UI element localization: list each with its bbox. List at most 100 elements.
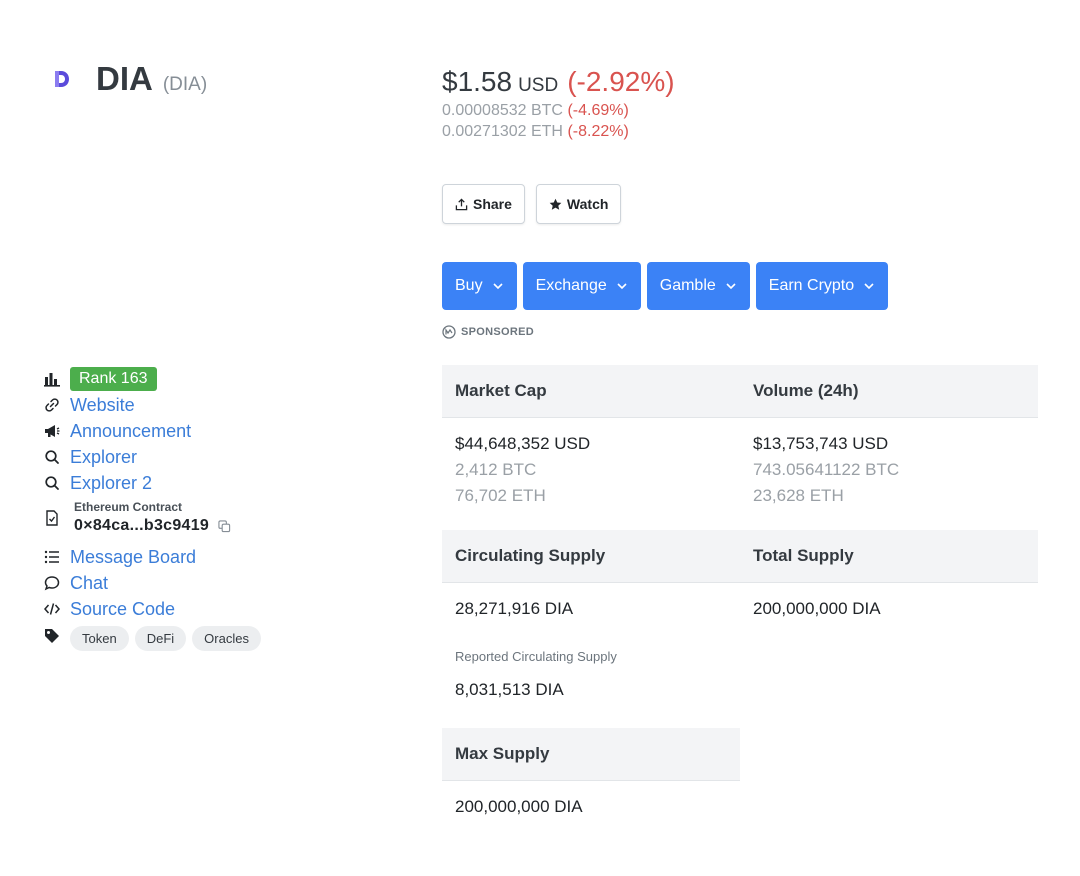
tag-defi[interactable]: DeFi bbox=[135, 626, 186, 651]
btc-price-value: 0.00008532 BTC bbox=[442, 102, 563, 119]
total-supply-value: 200,000,000 DIA bbox=[753, 599, 1038, 619]
contract-label: Ethereum Contract bbox=[74, 500, 231, 514]
link-icon bbox=[44, 397, 70, 413]
watch-button[interactable]: Watch bbox=[536, 184, 621, 224]
reported-circulating-label: Reported Circulating Supply bbox=[455, 649, 740, 664]
list-icon bbox=[44, 549, 70, 565]
code-icon bbox=[44, 601, 70, 617]
volume-24h: Volume (24h) $13,753,743 USD 743.0564112… bbox=[740, 365, 1038, 506]
volume-label: Volume (24h) bbox=[740, 365, 1038, 418]
star-icon bbox=[549, 198, 562, 211]
sponsored-dropdowns: Buy Exchange Gamble Earn Crypto bbox=[442, 262, 894, 310]
link-label[interactable]: Explorer bbox=[70, 447, 137, 468]
stats-row-3: Max Supply 200,000,000 DIA bbox=[442, 728, 1038, 817]
tag-oracles[interactable]: Oracles bbox=[192, 626, 261, 651]
link-label[interactable]: Explorer 2 bbox=[70, 473, 152, 494]
share-label: Share bbox=[473, 196, 512, 212]
eth-price-change: (-8.22%) bbox=[567, 123, 628, 140]
rank-badge: Rank 163 bbox=[70, 367, 157, 391]
link-label[interactable]: Website bbox=[70, 395, 135, 416]
eth-price-value: 0.00271302 ETH bbox=[442, 123, 563, 140]
circulating-supply: Circulating Supply 28,271,916 DIA Report… bbox=[442, 530, 740, 700]
chevron-down-icon bbox=[616, 280, 628, 292]
volume-body: $13,753,743 USD 743.05641122 BTC 23,628 … bbox=[740, 418, 1038, 506]
market-cap: Market Cap $44,648,352 USD 2,412 BTC 76,… bbox=[442, 365, 740, 506]
market-cap-usd: $44,648,352 USD bbox=[455, 434, 740, 454]
link-label[interactable]: Announcement bbox=[70, 421, 191, 442]
link-label[interactable]: Chat bbox=[70, 573, 108, 594]
link-explorer[interactable]: Explorer bbox=[44, 444, 344, 470]
coin-header: DIA (DIA) bbox=[52, 60, 207, 98]
max-supply-body: 200,000,000 DIA bbox=[442, 781, 740, 817]
contract-address[interactable]: 0×84ca...b3c9419 bbox=[74, 517, 231, 535]
chevron-down-icon bbox=[492, 280, 504, 292]
reported-circulating-value: 8,031,513 DIA bbox=[455, 680, 740, 700]
earn-crypto-dropdown[interactable]: Earn Crypto bbox=[756, 262, 888, 310]
market-cap-body: $44,648,352 USD 2,412 BTC 76,702 ETH bbox=[442, 418, 740, 506]
coin-name: DIA bbox=[96, 60, 153, 98]
chevron-down-icon bbox=[863, 280, 875, 292]
eth-price: 0.00271302 ETH (-8.22%) bbox=[442, 123, 675, 141]
coin-links: Rank 163 Website Announcement Explorer E… bbox=[44, 366, 344, 651]
max-supply-value: 200,000,000 DIA bbox=[455, 797, 740, 817]
stats-row-2: Circulating Supply 28,271,916 DIA Report… bbox=[442, 530, 1038, 700]
link-label[interactable]: Source Code bbox=[70, 599, 175, 620]
action-buttons: Share Watch bbox=[442, 184, 632, 224]
link-chat[interactable]: Chat bbox=[44, 570, 344, 596]
market-cap-btc: 2,412 BTC bbox=[455, 460, 740, 480]
buy-label: Buy bbox=[455, 277, 483, 295]
coinmarketcap-icon bbox=[442, 325, 456, 339]
coin-symbol: (DIA) bbox=[163, 74, 207, 96]
total-supply: Total Supply 200,000,000 DIA bbox=[740, 530, 1038, 700]
document-check-icon bbox=[44, 500, 74, 531]
link-explorer-2[interactable]: Explorer 2 bbox=[44, 470, 344, 496]
copy-icon[interactable] bbox=[218, 520, 231, 533]
gamble-dropdown[interactable]: Gamble bbox=[647, 262, 750, 310]
tag-icon bbox=[44, 626, 70, 649]
exchange-dropdown[interactable]: Exchange bbox=[523, 262, 641, 310]
buy-dropdown[interactable]: Buy bbox=[442, 262, 517, 310]
exchange-label: Exchange bbox=[536, 277, 607, 295]
volume-btc: 743.05641122 BTC bbox=[753, 460, 1038, 480]
link-source-code[interactable]: Source Code bbox=[44, 596, 344, 622]
watch-label: Watch bbox=[567, 196, 608, 212]
circulating-supply-body: 28,271,916 DIA Reported Circulating Supp… bbox=[442, 583, 740, 700]
price-block: $1.58 USD (-2.92%) 0.00008532 BTC (-4.69… bbox=[442, 66, 675, 141]
btc-price-change: (-4.69%) bbox=[567, 102, 628, 119]
earn-crypto-label: Earn Crypto bbox=[769, 277, 854, 295]
total-supply-body: 200,000,000 DIA bbox=[740, 583, 1038, 619]
link-label[interactable]: Message Board bbox=[70, 547, 196, 568]
link-message-board[interactable]: Message Board bbox=[44, 544, 344, 570]
contract-block: Ethereum Contract 0×84ca...b3c9419 bbox=[74, 500, 231, 535]
link-announcement[interactable]: Announcement bbox=[44, 418, 344, 444]
chevron-down-icon bbox=[725, 280, 737, 292]
price-currency: USD bbox=[518, 75, 558, 97]
chat-icon bbox=[44, 575, 70, 591]
gamble-label: Gamble bbox=[660, 277, 716, 295]
btc-price: 0.00008532 BTC (-4.69%) bbox=[442, 102, 675, 120]
sponsored-label: SPONSORED bbox=[442, 325, 534, 339]
max-supply-label: Max Supply bbox=[442, 728, 740, 781]
total-supply-label: Total Supply bbox=[740, 530, 1038, 583]
circulating-supply-value: 28,271,916 DIA bbox=[455, 599, 740, 619]
bar-chart-icon bbox=[44, 371, 70, 387]
market-cap-eth: 76,702 ETH bbox=[455, 486, 740, 506]
volume-eth: 23,628 ETH bbox=[753, 486, 1038, 506]
market-cap-label: Market Cap bbox=[442, 365, 740, 418]
share-button[interactable]: Share bbox=[442, 184, 525, 224]
stats-grid: Market Cap $44,648,352 USD 2,412 BTC 76,… bbox=[442, 365, 1038, 817]
stats-row-1: Market Cap $44,648,352 USD 2,412 BTC 76,… bbox=[442, 365, 1038, 506]
sponsored-text: SPONSORED bbox=[461, 326, 534, 338]
tags-row: Token DeFi Oracles bbox=[44, 626, 344, 651]
circulating-supply-label: Circulating Supply bbox=[442, 530, 740, 583]
contract-address-text[interactable]: 0×84ca...b3c9419 bbox=[74, 517, 209, 535]
price-line: $1.58 USD (-2.92%) bbox=[442, 66, 675, 98]
dia-logo-icon bbox=[52, 69, 72, 89]
volume-usd: $13,753,743 USD bbox=[753, 434, 1038, 454]
search-icon bbox=[44, 475, 70, 491]
tag-token[interactable]: Token bbox=[70, 626, 129, 651]
megaphone-icon bbox=[44, 423, 70, 439]
link-website[interactable]: Website bbox=[44, 392, 344, 418]
price-value: $1.58 bbox=[442, 66, 512, 98]
price-change: (-2.92%) bbox=[567, 66, 674, 98]
